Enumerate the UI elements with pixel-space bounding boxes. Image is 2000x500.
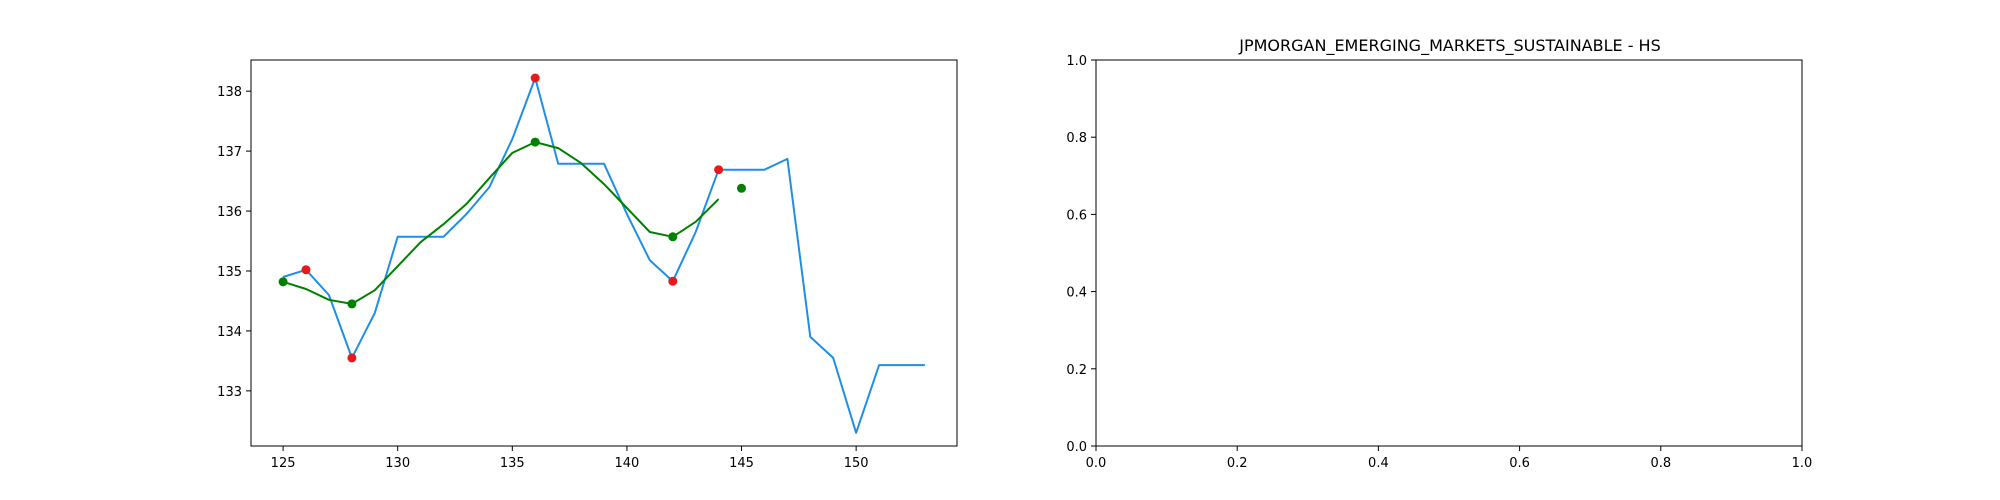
x-tick-label: 150	[844, 456, 869, 471]
y-tick-label: 137	[217, 145, 242, 160]
x-tick-label: 135	[500, 456, 525, 471]
x-tick-label: 125	[271, 456, 296, 471]
data-point	[278, 277, 288, 287]
x-tick-label: 140	[615, 456, 640, 471]
y-tick-label: 0.0	[1066, 440, 1087, 455]
axes-frame	[250, 59, 958, 447]
y-tick-label: 134	[217, 325, 242, 340]
x-tick-label: 145	[729, 456, 754, 471]
data-point	[737, 183, 746, 193]
series-line-0	[282, 77, 925, 434]
x-tick-label: 0.8	[1650, 456, 1671, 471]
x-tick-label: 0.2	[1227, 456, 1248, 471]
y-tick-label: 135	[217, 265, 242, 280]
data-point	[347, 353, 357, 363]
data-point	[714, 165, 724, 175]
axes-frame	[1095, 59, 1803, 447]
data-point	[668, 232, 678, 242]
y-tick-label: 1.0	[1066, 54, 1087, 69]
data-point	[347, 299, 357, 309]
y-tick-label: 0.2	[1066, 363, 1087, 378]
x-tick-label: 0.6	[1509, 456, 1530, 471]
price-chart: 125 130 135 140 145 150 133 134 135 136 137 138	[217, 59, 958, 471]
x-tick-label: 0.4	[1368, 456, 1389, 471]
data-point	[301, 265, 311, 275]
x-tick-label: 0.0	[1086, 456, 1107, 471]
x-tick-label: 1.0	[1792, 456, 1813, 471]
chart-title: JPMORGAN_EMERGING_MARKETS_SUSTAINABLE - …	[1238, 36, 1660, 56]
hs-chart: JPMORGAN_EMERGING_MARKETS_SUSTAINABLE - …	[1066, 36, 1812, 471]
y-tick-label: 138	[217, 85, 242, 100]
data-point	[668, 276, 678, 286]
y-tick-label: 0.4	[1066, 286, 1087, 301]
y-tick-label: 0.6	[1066, 208, 1087, 223]
data-point	[530, 137, 540, 147]
y-tick-label: 0.8	[1066, 131, 1087, 146]
data-point	[530, 73, 540, 83]
x-tick-label: 130	[385, 456, 410, 471]
y-tick-label: 136	[217, 205, 242, 220]
y-tick-label: 133	[217, 385, 242, 400]
